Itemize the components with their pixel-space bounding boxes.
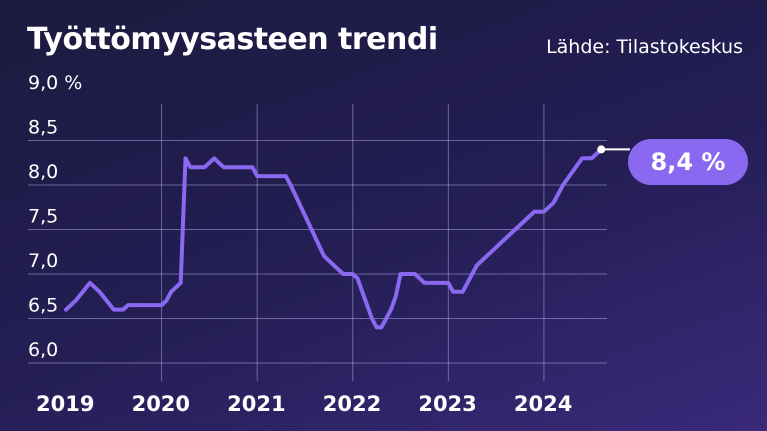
x-tick-label: 2023 bbox=[418, 392, 476, 416]
grid-lines bbox=[28, 104, 607, 381]
x-tick-label: 2020 bbox=[132, 392, 190, 416]
y-tick-label: 7,5 bbox=[28, 206, 58, 228]
y-tick-label: 8,5 bbox=[28, 117, 58, 139]
y-tick-label: 6,0 bbox=[28, 339, 58, 361]
x-tick-label: 2022 bbox=[323, 392, 381, 416]
y-tick-label: 8,0 bbox=[28, 161, 58, 183]
x-tick-label: 2021 bbox=[227, 392, 285, 416]
latest-value-callout: 8,4 % bbox=[628, 139, 748, 185]
y-tick-labels: 6,0 6,5 7,0 7,5 8,0 8,5 9,0 % bbox=[28, 72, 82, 361]
callout-dot bbox=[597, 145, 606, 154]
x-tick-label: 2019 bbox=[36, 392, 94, 416]
x-tick-label: 2024 bbox=[514, 392, 572, 416]
y-tick-label: 7,0 bbox=[28, 250, 58, 272]
x-tick-labels: 2019 2020 2021 2022 2023 2024 bbox=[36, 392, 572, 416]
chart-title: Työttömyysasteen trendi bbox=[27, 22, 438, 57]
series-line bbox=[64, 147, 604, 330]
y-tick-label: 9,0 % bbox=[28, 72, 82, 94]
y-tick-label: 6,5 bbox=[28, 295, 58, 317]
chart-source: Lähde: Tilastokeskus bbox=[546, 36, 743, 58]
